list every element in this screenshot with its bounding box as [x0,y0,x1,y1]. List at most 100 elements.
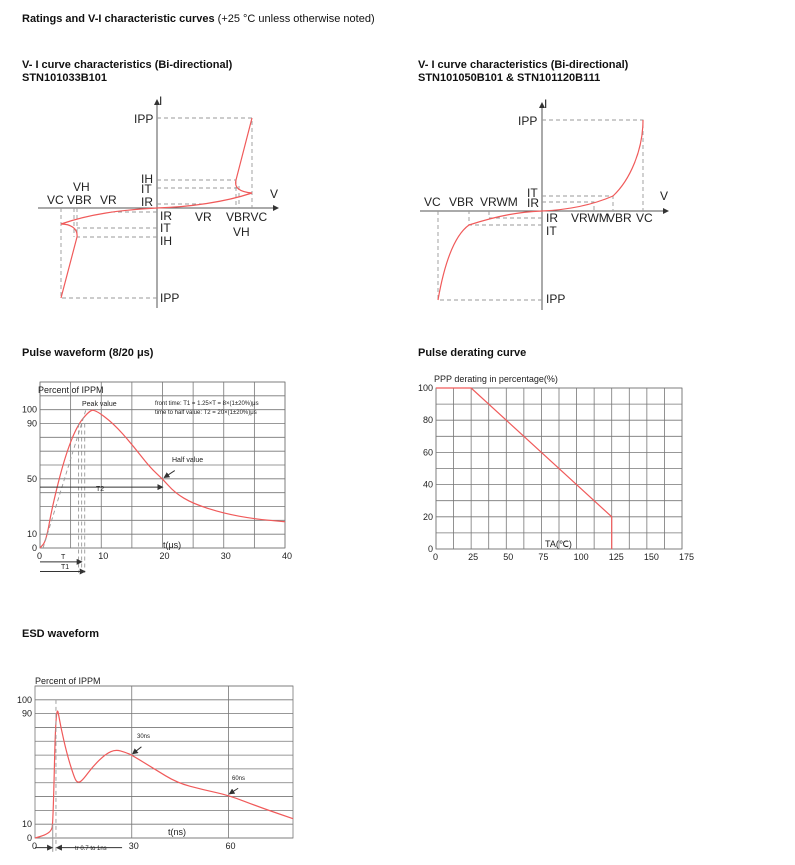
label: IR [527,196,539,210]
label: IT [546,224,557,238]
y-tick-label: 90 [22,709,32,719]
derating-xlabel: TA(℃) [545,539,572,549]
x-tick-label: 0 [37,551,42,561]
vi2-title: V- I curve characteristics (Bi-direction… [418,59,629,71]
label: VC [636,211,653,225]
pulse-title: Pulse waveform (8/20 μs) [22,347,154,359]
y-tick-label: 90 [27,419,37,429]
y-tick-label: 0 [428,544,433,554]
plot-frame [39,381,286,549]
label: VBR [67,193,92,207]
series-line [39,409,286,549]
y-tick-label: 0 [32,543,37,553]
x-tick-label: 10 [98,551,108,561]
vi1-title: V- I curve characteristics (Bi-direction… [22,59,233,71]
derating-title: Pulse derating curve [418,347,527,359]
label: IPP [518,114,537,128]
pulse-ylabel: Percent of IPPM [38,385,104,395]
label: VBR [449,195,474,209]
heading-text: Ratings and V-I characteristic curves [22,13,215,25]
pulse-xlabel: t(μs) [163,540,181,550]
y-tick-label: 100 [17,695,32,705]
label: VH [233,225,250,239]
esd-30ns-label: 30ns [137,734,150,740]
plot-frame [34,685,294,839]
y-tick-label: 20 [423,512,433,522]
pulse-t1-label: T1 [61,564,69,571]
pulse-t-label: T [61,554,66,561]
heading-note: (+25 °C unless otherwise noted) [217,13,375,25]
y-tick-label: 10 [22,819,32,829]
label: V [660,189,668,203]
pulse-half-label: Half value [172,457,203,464]
label: VC [47,193,64,207]
derating-chart: 0 25 50 75 100 125 150 175 0 20 40 60 80 100 [418,383,694,562]
esd-title: ESD waveform [22,628,100,640]
x-tick-label: 150 [644,552,659,562]
half-arrow [163,470,176,479]
vi2-guides [437,119,644,301]
vi2-curve [437,119,644,301]
arrow-30ns [131,746,142,755]
label: VRWM [480,195,518,209]
label: IPP [160,291,179,305]
label: IH [141,172,153,186]
label: IPP [546,292,565,306]
label: VBRVC [226,210,267,224]
x-tick-label: 30 [221,551,231,561]
y-tick-label: 0 [27,833,32,843]
x-tick-label: 30 [129,841,139,851]
x-tick-label: 175 [679,552,694,562]
esd-chart: 0 30 60 0 10 90 100 [17,685,294,852]
label: VRWM [571,211,609,225]
x-tick-label: 0 [433,552,438,562]
x-tick-label: 20 [160,551,170,561]
esd-ylabel: Percent of IPPM [35,676,101,686]
y-tick-label: 80 [423,415,433,425]
vi1-curve [60,117,253,299]
pulse-front-note: front time: T1 = 1.25×T = 8×(1±20%)μs [155,401,259,407]
y-tick-label: 60 [423,447,433,457]
label: V [270,187,278,201]
label: IR [141,195,153,209]
x-tick-label: 100 [574,552,589,562]
x-tick-label: 125 [609,552,624,562]
esd-60ns-label: 60ns [232,776,245,782]
label: VC [424,195,441,209]
y-tick-label: 10 [27,529,37,539]
y-tick-label: 100 [22,405,37,415]
label: IR [546,211,558,225]
y-tick-label: 40 [423,480,433,490]
series-line [436,387,613,549]
vi2-part: STN101050B101 & STN101120B111 [418,72,601,84]
label: IT [160,221,171,235]
x-tick-label: 0 [32,841,37,851]
pulse-peak-label: Peak value [82,401,117,408]
pulse-chart: 0 10 20 30 40 0 10 50 90 100 [22,381,292,575]
series-line [34,710,294,839]
label: VR [100,193,117,207]
label: I [544,97,547,111]
label: I [159,94,162,108]
x-tick-label: 40 [282,551,292,561]
x-tick-label: 75 [538,552,548,562]
label: VR [195,210,212,224]
pulse-half-note: time to half value: T2 = 20×(1±20%)μs [155,410,257,416]
esd-tr-label: tr 0.7 to 1ns [75,846,107,852]
plot-frame [435,387,683,550]
x-tick-label: 50 [503,552,513,562]
label: VH [73,180,90,194]
pulse-t2-label: T2 [96,486,104,493]
esd-xlabel: t(ns) [168,827,186,837]
x-tick-label: 25 [468,552,478,562]
derating-ylabel: PPP derating in percentage(%) [434,374,558,384]
vi2-diagram: I V IPP IT IR VC VBR VRWM IR IT VRWM VBR… [420,97,669,310]
vi1-part: STN101033B101 [22,72,108,84]
label: IT [527,186,538,200]
label: IT [141,182,152,196]
y-tick-label: 50 [27,474,37,484]
arrow-60ns [228,787,239,795]
label: IPP [134,112,153,126]
label: VBR [607,211,632,225]
